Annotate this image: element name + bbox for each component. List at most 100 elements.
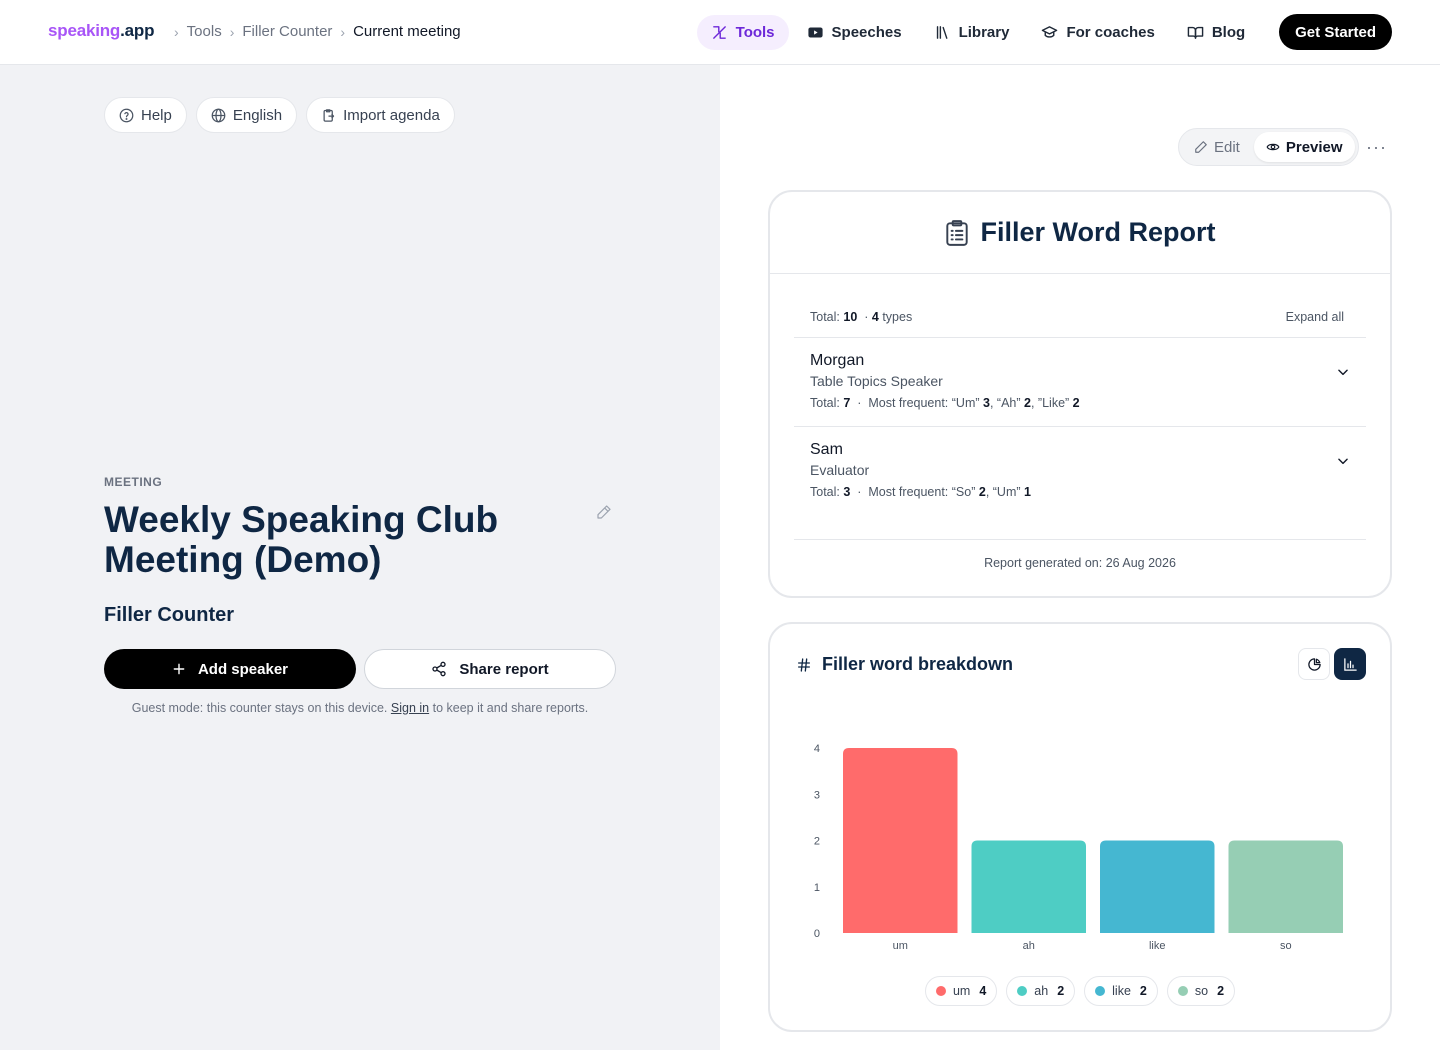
report-totals: Total: 10 · 4 types [810,310,913,324]
types-value: 4 [871,310,879,324]
breakdown-title: Filler word breakdown [822,654,1014,674]
chevron-down-icon[interactable] [1336,454,1350,468]
divider [794,426,1366,427]
y-tick-label: 4 [814,743,820,755]
breakdown-header: Filler word breakdown [796,654,1013,675]
chevron-down-icon[interactable] [1336,365,1350,379]
chevron-right-icon: › [229,23,235,40]
speaker-total: 3 [843,485,851,499]
frequent-count: 2 [1024,396,1031,410]
tools-icon [712,25,726,39]
frequent-word: ”Like” [1037,396,1070,410]
pencil-icon [1195,141,1207,153]
plus-icon [173,663,185,675]
x-tick-label: ah [1023,940,1035,952]
add-speaker-label: Add speaker [197,660,289,678]
x-tick-label: um [893,940,908,952]
library-icon [936,25,948,39]
pie-chart-icon [1307,657,1321,671]
speaker-name: Sam [810,441,843,458]
preview-tab[interactable]: Preview [1253,132,1355,162]
legend-item-ah[interactable]: ah 2 [1006,976,1076,1006]
get-started-button[interactable]: Get Started [1279,14,1392,50]
help-button[interactable]: Help [104,97,187,133]
legend-item-so[interactable]: so 2 [1166,976,1236,1006]
speaker-role: Table Topics Speaker [810,373,943,389]
help-circle-icon [119,108,134,122]
clipboard-list-icon [946,219,969,246]
sign-in-link[interactable]: Sign in [390,701,430,715]
legend-item-like[interactable]: like 2 [1084,976,1158,1006]
main-nav: Tools Speeches Library For coaches Blog … [696,14,1392,50]
speaker-row-morgan[interactable]: Morgan Table Topics Speaker Total: 7 · M… [810,352,1350,410]
brand-domain: .app [120,21,155,40]
hash-icon [798,657,810,672]
add-speaker-button[interactable]: Add speaker [104,649,356,689]
import-agenda-button[interactable]: Import agenda [306,97,455,133]
total-value: 10 [843,310,858,324]
frequent-word: “So” [951,485,976,499]
divider [794,539,1366,540]
bar-so[interactable] [1228,840,1344,934]
chart-legend: um 4 ah 2 like 2 so 2 [770,976,1390,1006]
filler-breakdown-card: Filler word breakdown 0 1 2 3 4 um ah like so um… [768,622,1392,1032]
book-open-icon [1187,26,1204,39]
language-label: English [232,106,283,124]
meeting-label: MEETING [104,475,163,489]
pencil-icon[interactable] [596,504,612,520]
bar-view-button[interactable] [1334,648,1366,680]
x-tick-label: so [1280,940,1292,952]
language-button[interactable]: English [195,97,298,133]
report-panel: Edit Preview ··· Filler Word Report Tota… [720,65,1440,1050]
x-tick-label: like [1149,940,1166,952]
speaker-role: Evaluator [810,462,870,478]
video-icon [807,27,823,37]
nav-tools[interactable]: Tools [696,14,789,50]
y-tick-label: 1 [814,882,820,894]
speaker-row-sam[interactable]: Sam Evaluator Total: 3 · Most frequent: … [810,441,1350,499]
expand-all-button[interactable]: Expand all [1285,310,1344,324]
speaker-name: Morgan [810,352,865,369]
nav-for-coaches-label: For coaches [1066,23,1155,41]
share-report-label: Share report [459,660,549,678]
divider [794,337,1366,338]
brand-name: speaking [48,21,121,40]
bar-um[interactable] [843,748,958,933]
y-tick-label: 2 [814,836,820,848]
nav-speeches[interactable]: Speeches [793,15,916,50]
chevron-right-icon: › [174,23,179,40]
eye-icon [1266,143,1280,151]
nav-blog[interactable]: Blog [1173,15,1259,50]
nav-for-coaches[interactable]: For coaches [1027,15,1168,50]
guest-note-text: Guest mode: this counter stays on this d… [131,701,388,715]
brand-logo[interactable]: speaking.app [48,21,154,41]
nav-library[interactable]: Library [920,15,1024,50]
report-header: Filler Word Report [770,192,1390,274]
report-title: Filler Word Report [980,217,1216,247]
bar-chart-icon [1343,657,1357,671]
frequent-count: 2 [978,485,986,499]
guest-note-text-end: to keep it and share reports. [432,701,589,715]
share-report-button[interactable]: Share report [364,649,616,689]
legend-item-um[interactable]: um 4 [924,976,998,1006]
breadcrumb-tools[interactable]: Tools [186,23,222,40]
legend-dot [1177,986,1188,996]
nav-speeches-label: Speeches [831,23,902,41]
bar-ah[interactable] [971,840,1087,934]
legend-label: so [1194,984,1209,998]
nav-library-label: Library [958,23,1010,41]
help-label: Help [141,106,172,124]
legend-dot [1095,986,1106,996]
types-label: types [882,310,913,324]
bar-like[interactable] [1100,840,1215,934]
frequent-word: “Um” [951,396,980,410]
breadcrumb-filler-counter[interactable]: Filler Counter [242,23,333,40]
meeting-panel: Help English Import agenda MEETING Weekl… [0,65,720,1050]
chevron-right-icon: › [340,23,346,40]
total-label: Total: [810,310,840,324]
frequent-count: 2 [1072,396,1080,410]
edit-tab[interactable]: Edit [1182,132,1252,162]
nav-tools-label: Tools [735,23,775,41]
more-options-icon[interactable]: ··· [1366,137,1387,157]
pie-view-button[interactable] [1298,648,1330,680]
